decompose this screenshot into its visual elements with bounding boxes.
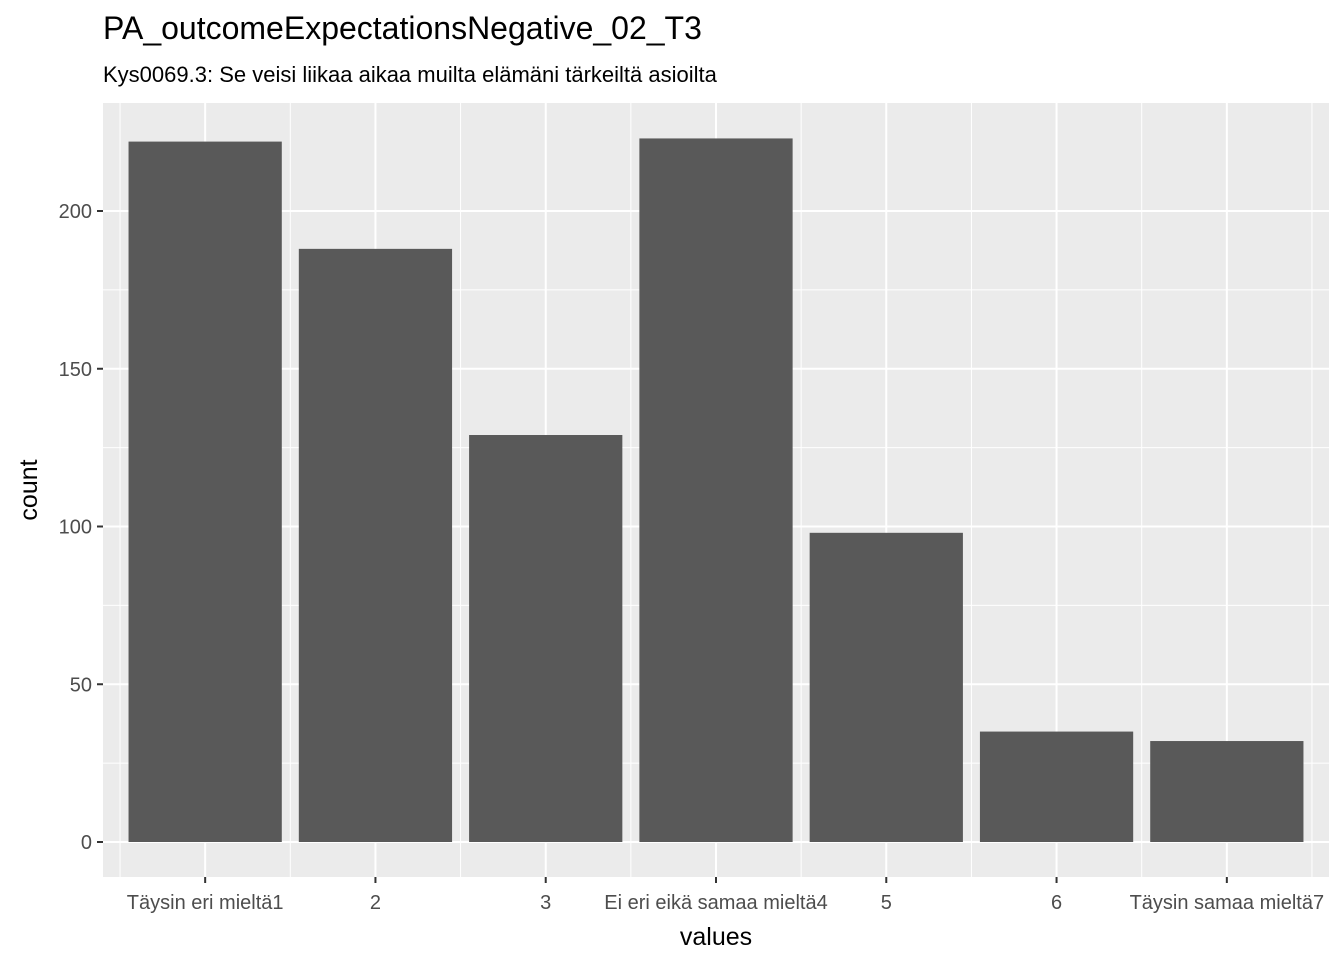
chart-subtitle: Kys0069.3: Se veisi liikaa aikaa muilta … bbox=[103, 62, 717, 87]
y-tick-label: 50 bbox=[70, 674, 92, 696]
bar bbox=[298, 248, 453, 843]
x-tick-label: 3 bbox=[540, 892, 551, 914]
bar bbox=[979, 731, 1134, 842]
x-axis-title: values bbox=[680, 923, 752, 951]
bars bbox=[128, 138, 1304, 843]
y-tick-label: 150 bbox=[59, 359, 92, 381]
x-axis-ticks: Täysin eri mieltä1 2 3 Ei eri eikä samaa mi… bbox=[127, 877, 1324, 914]
x-tick-label: Ei eri eikä samaa mieltä4 bbox=[604, 892, 827, 914]
x-tick-label: 6 bbox=[1051, 892, 1062, 914]
bar bbox=[469, 435, 623, 842]
bar bbox=[128, 141, 282, 843]
y-tick-label: 200 bbox=[59, 201, 92, 223]
bar bbox=[639, 138, 793, 842]
y-axis-ticks: 0 50 100 150 200 bbox=[59, 201, 103, 854]
y-axis-title: count bbox=[15, 459, 43, 520]
x-tick-label: Täysin samaa mieltä7 bbox=[1130, 892, 1325, 914]
y-tick-label: 0 bbox=[81, 832, 92, 854]
x-tick-label: 2 bbox=[370, 892, 381, 914]
chart-title: PA_outcomeExpectationsNegative_02_T3 bbox=[103, 10, 702, 46]
x-tick-label: 5 bbox=[881, 892, 892, 914]
bar bbox=[1150, 741, 1304, 842]
y-tick-label: 100 bbox=[59, 517, 92, 539]
x-tick-label: Täysin eri mieltä1 bbox=[127, 892, 284, 914]
bar bbox=[809, 532, 963, 842]
